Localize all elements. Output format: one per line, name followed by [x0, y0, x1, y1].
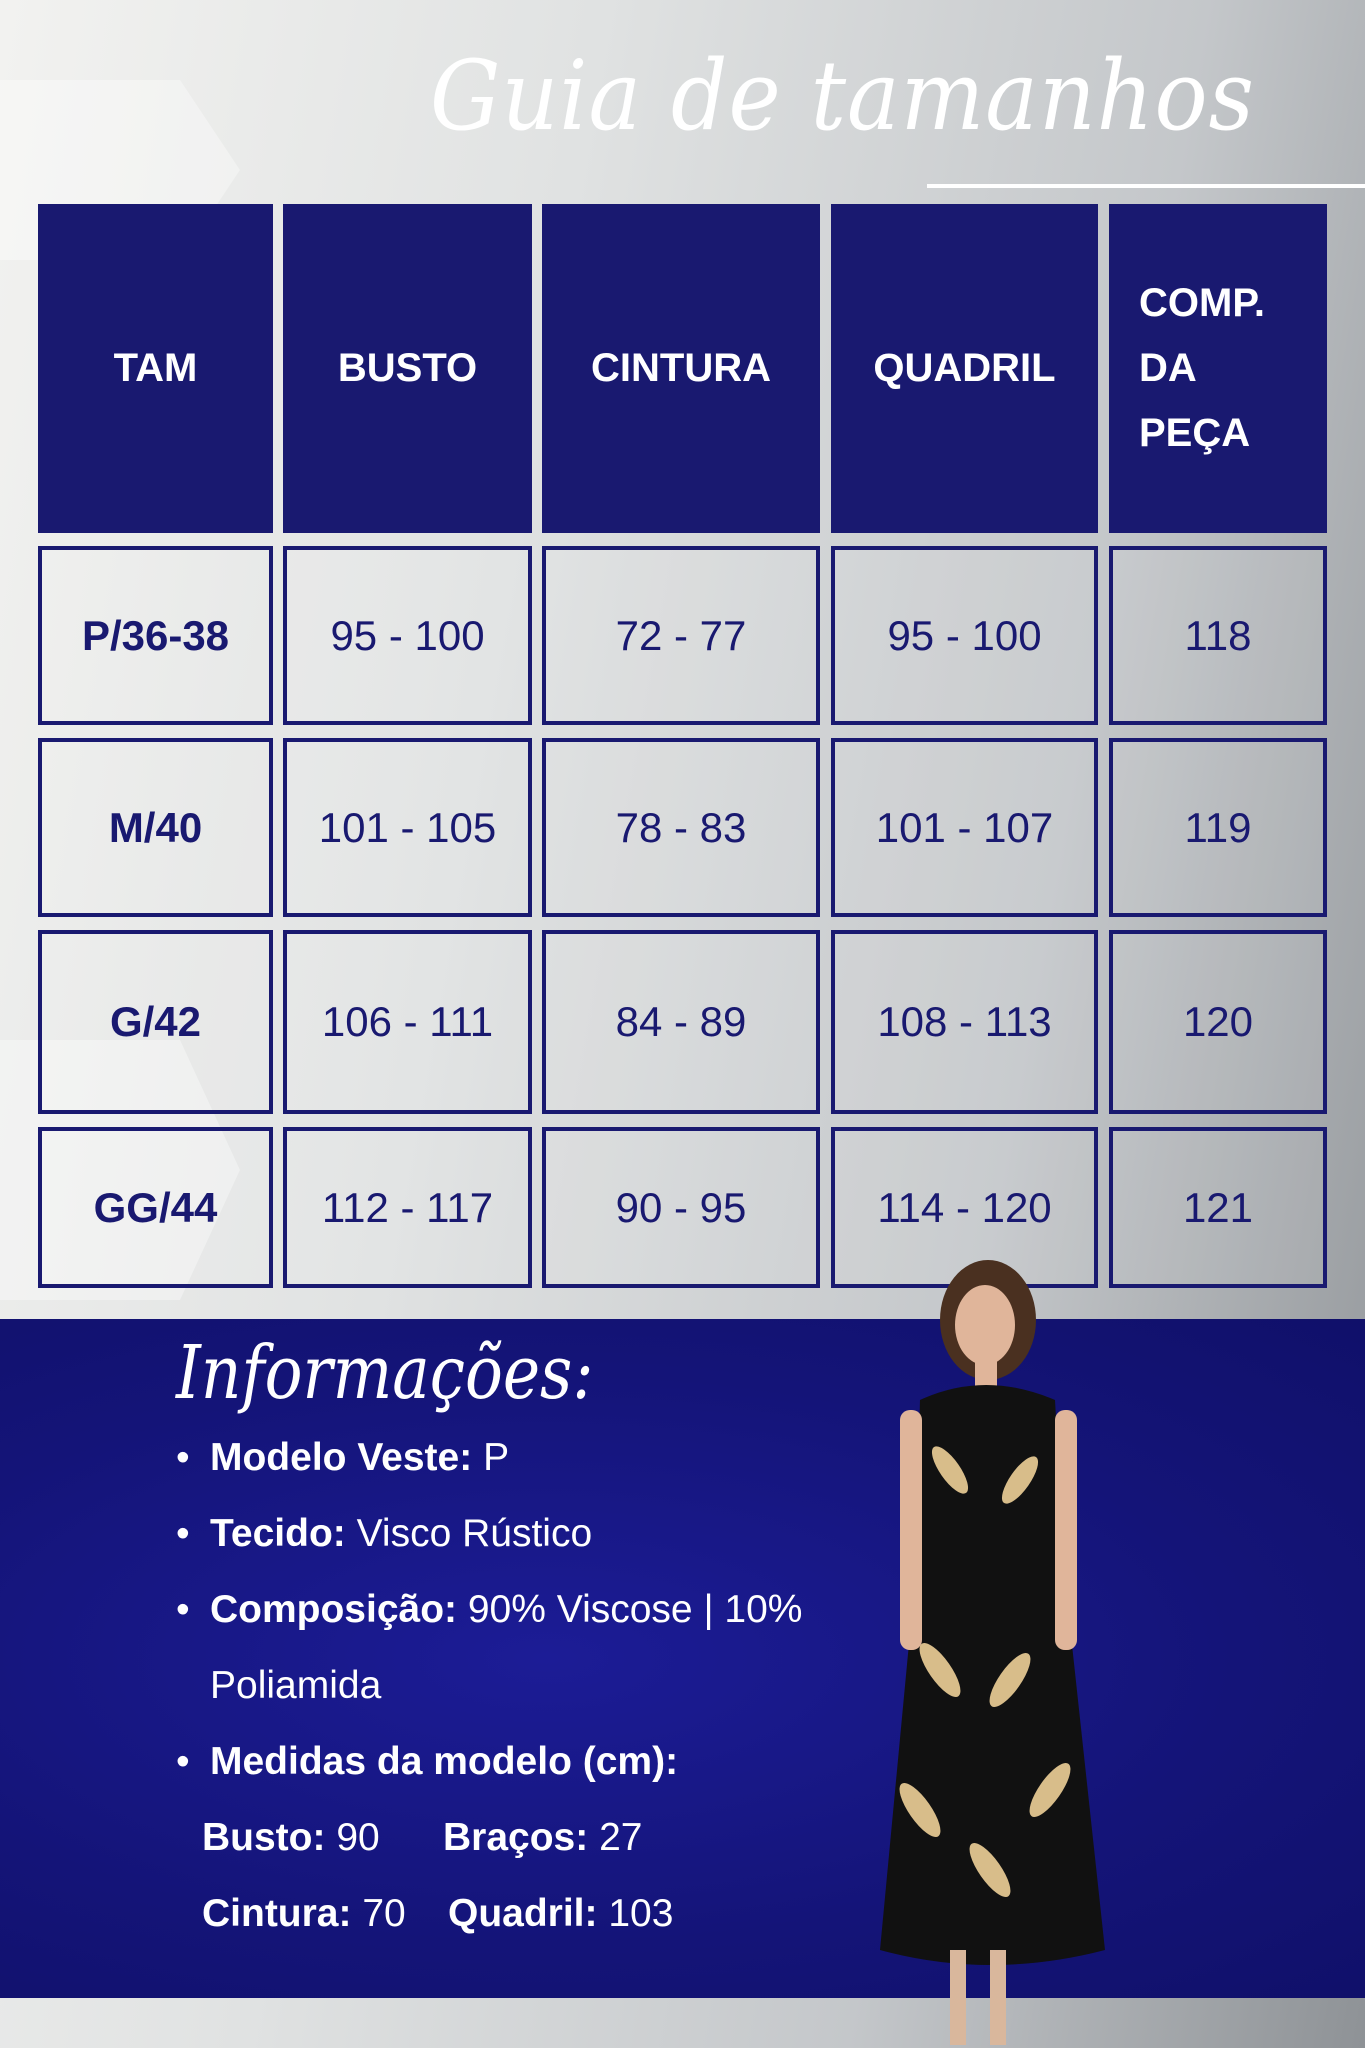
measure-cell: 101 - 105	[283, 738, 532, 917]
label: Medidas da modelo (cm):	[210, 1740, 679, 1783]
measure-cell: 121	[1109, 1127, 1327, 1288]
info-busto: Busto: 90	[202, 1816, 380, 1859]
size-cell: M/40	[38, 738, 273, 917]
measure-cell: 95 - 100	[283, 546, 532, 725]
measure-cell: 84 - 89	[542, 930, 820, 1114]
measure-cell: 108 - 113	[831, 930, 1098, 1114]
info-composicao-cont: Poliamida	[210, 1664, 382, 1707]
label: Tecido:	[210, 1512, 346, 1555]
value: Visco Rústico	[345, 1512, 593, 1555]
info-title: Informações:	[176, 1330, 594, 1416]
value: 90% Viscose | 10%	[457, 1588, 803, 1631]
measure-cell: 72 - 77	[542, 546, 820, 725]
model-photo	[880, 1260, 1105, 2045]
measure-cell: 112 - 117	[283, 1127, 532, 1288]
page-title: Guia de tamanhos	[430, 40, 1255, 152]
info-modelo: • Modelo Veste: P	[176, 1436, 510, 1479]
info-cintura: Cintura: 70	[202, 1892, 406, 1935]
info-panel	[0, 1319, 1365, 1998]
size-cell: GG/44	[38, 1127, 273, 1288]
measure-cell: 78 - 83	[542, 738, 820, 917]
measure-cell: 95 - 100	[831, 546, 1098, 725]
info-tecido: • Tecido: Visco Rústico	[176, 1512, 593, 1555]
info-quadril: Quadril: 103	[448, 1892, 674, 1935]
label: Modelo Veste:	[210, 1436, 473, 1479]
info-bracos: Braços: 27	[443, 1816, 643, 1859]
size-cell: P/36-38	[38, 546, 273, 725]
column-header: TAM	[38, 204, 273, 533]
info-medidas: • Medidas da modelo (cm):	[176, 1740, 679, 1783]
size-cell: G/42	[38, 930, 273, 1114]
column-header: BUSTO	[283, 204, 532, 533]
label: Composição:	[210, 1588, 458, 1631]
column-header: COMP. DA PEÇA	[1109, 204, 1327, 533]
info-composicao: • Composição: 90% Viscose | 10%	[176, 1588, 803, 1631]
measure-cell: 101 - 107	[831, 738, 1098, 917]
measure-cell: 118	[1109, 546, 1327, 725]
column-header: QUADRIL	[831, 204, 1098, 533]
measure-cell: 90 - 95	[542, 1127, 820, 1288]
measure-cell: 120	[1109, 930, 1327, 1114]
column-header: CINTURA	[542, 204, 820, 533]
measure-cell: 119	[1109, 738, 1327, 917]
measure-cell: 106 - 111	[283, 930, 532, 1114]
value: P	[472, 1436, 510, 1479]
title-underline	[927, 184, 1365, 188]
